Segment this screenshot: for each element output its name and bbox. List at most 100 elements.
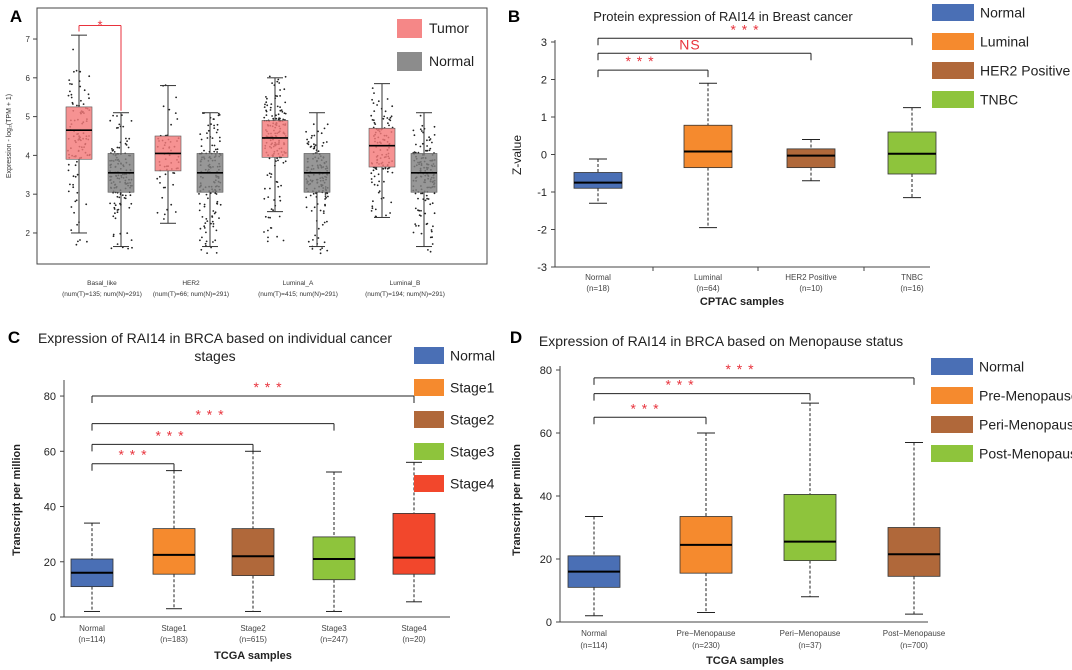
panel-a-point bbox=[206, 220, 209, 223]
panel-a-point bbox=[175, 96, 178, 99]
panel-a-ytick-label-4: 4 bbox=[26, 151, 31, 160]
panel-d-legend-label-0: Normal bbox=[979, 359, 1024, 375]
panel-c-xtick-count-1: (n=183) bbox=[160, 635, 188, 644]
panel-a-point bbox=[264, 215, 267, 218]
panel-a-point bbox=[159, 182, 161, 184]
panel-a-point bbox=[76, 104, 78, 107]
panel-a-point bbox=[121, 194, 124, 197]
panel-a-point bbox=[373, 183, 376, 186]
panel-a-point bbox=[88, 97, 90, 100]
panel-a-point bbox=[275, 114, 277, 117]
panel-b-xtick-label-3: TNBC bbox=[901, 273, 923, 282]
panel-a-point bbox=[76, 191, 79, 194]
panel-c-bracket-3-label: * * * bbox=[118, 447, 147, 463]
panel-b-title: Protein expression of RAI14 in Breast ca… bbox=[593, 9, 853, 24]
panel-a-point bbox=[376, 184, 379, 187]
panel-a-point bbox=[116, 211, 119, 214]
panel-a-point bbox=[431, 141, 433, 144]
panel-c-legend-swatch-3 bbox=[414, 443, 444, 460]
panel-b-xtick-count-2: (n=10) bbox=[799, 284, 823, 293]
panel-c-bracket-0-label: * * * bbox=[253, 379, 282, 395]
panel-b-legend-swatch-3 bbox=[932, 91, 974, 108]
panel-a-point bbox=[212, 225, 215, 228]
panel-a-point bbox=[270, 208, 273, 211]
panel-a-point bbox=[75, 69, 78, 72]
panel-a-point bbox=[412, 231, 415, 234]
panel-c-xlabel: TCGA samples bbox=[214, 650, 292, 662]
panel-a-point bbox=[372, 200, 374, 203]
panel-b-0-box bbox=[573, 172, 623, 189]
panel-a-point bbox=[216, 123, 219, 126]
panel-a-xtick-label-2: Luminal_A bbox=[283, 280, 314, 287]
panel-a-point bbox=[282, 161, 285, 164]
panel-a-point bbox=[129, 194, 132, 197]
panel-a-point bbox=[211, 215, 214, 218]
panel-a-point bbox=[216, 128, 219, 131]
panel-a-xtick-count-1: (num(T)=66; num(N)=291) bbox=[153, 291, 229, 298]
panel-b-ytick-label-0: 0 bbox=[541, 150, 547, 162]
panel-a-point bbox=[213, 118, 215, 120]
panel-a-point bbox=[307, 141, 310, 143]
panel-a-point bbox=[370, 178, 373, 180]
panel-a-point bbox=[203, 227, 206, 229]
panel-a-point bbox=[371, 87, 374, 89]
panel-a-point bbox=[213, 124, 216, 127]
panel-a-point bbox=[433, 212, 436, 215]
panel-a-point bbox=[212, 223, 215, 225]
panel-a-point bbox=[373, 92, 375, 94]
panel-c-legend-label-1: Stage1 bbox=[450, 380, 495, 396]
panel-d-legend-label-1: Pre-Menopause bbox=[979, 388, 1072, 404]
panel-a-point bbox=[265, 114, 268, 116]
panel-d-ytick-label-80: 80 bbox=[540, 365, 552, 377]
panel-a-point bbox=[412, 129, 415, 132]
panel-a-point bbox=[373, 175, 376, 178]
panel-a-point bbox=[387, 122, 389, 125]
panel-a-point bbox=[420, 209, 422, 212]
panel-a-point bbox=[377, 173, 380, 176]
panel-a-point bbox=[263, 106, 266, 108]
panel-a-ylabel: Expression - log₂(TPM + 1) bbox=[6, 94, 13, 178]
panel-a-point bbox=[170, 203, 173, 206]
panel-a-point bbox=[323, 241, 326, 244]
panel-a-point bbox=[130, 202, 133, 205]
panel-a-point bbox=[319, 209, 322, 212]
panel-a-legend-swatch-1 bbox=[397, 52, 422, 71]
panel-a-point bbox=[206, 252, 209, 255]
panel-a-point bbox=[130, 239, 133, 242]
panel-c-legend-label-0: Normal bbox=[450, 348, 495, 364]
panel-a-point bbox=[419, 114, 422, 117]
panel-a-point bbox=[73, 70, 75, 73]
panel-a-point bbox=[430, 229, 433, 231]
panel-a-point bbox=[214, 211, 217, 214]
panel-a-point bbox=[213, 127, 216, 129]
panel-a-point bbox=[210, 246, 213, 249]
panel-a-point bbox=[279, 95, 281, 97]
panel-a-point bbox=[116, 115, 118, 117]
panel-a-point bbox=[127, 247, 129, 250]
panel-a-point bbox=[371, 207, 374, 210]
panel-a-point bbox=[312, 239, 314, 241]
panel-a-point bbox=[112, 235, 115, 238]
panel-c-legend-swatch-2 bbox=[414, 411, 444, 428]
panel-a-sig-label: * bbox=[97, 17, 102, 32]
panel-a-point bbox=[67, 163, 70, 166]
panel-a-point bbox=[213, 144, 216, 147]
panel-a-point bbox=[323, 221, 326, 224]
panel-d-label: D bbox=[510, 328, 522, 347]
panel-a-point bbox=[118, 146, 121, 149]
panel-a-point bbox=[199, 227, 202, 230]
panel-a-point bbox=[114, 217, 117, 220]
panel-d-xtick-label-2: Peri−Menopause bbox=[780, 629, 841, 638]
panel-a-point bbox=[389, 119, 392, 122]
panel-a-point bbox=[415, 225, 417, 227]
panel-b-xtick-count-3: (n=16) bbox=[900, 284, 924, 293]
panel-a-point bbox=[317, 227, 320, 230]
panel-c-legend-label-3: Stage3 bbox=[450, 444, 495, 460]
panel-b-bracket-0-label: * * * bbox=[730, 21, 759, 37]
panel-a-point bbox=[321, 223, 324, 226]
panel-a-point bbox=[269, 106, 272, 109]
panel-a-point bbox=[371, 181, 373, 184]
panel-b-bracket-1-label: NS bbox=[679, 36, 700, 52]
panel-a-point bbox=[414, 192, 417, 195]
panel-c-1-box bbox=[152, 528, 196, 575]
